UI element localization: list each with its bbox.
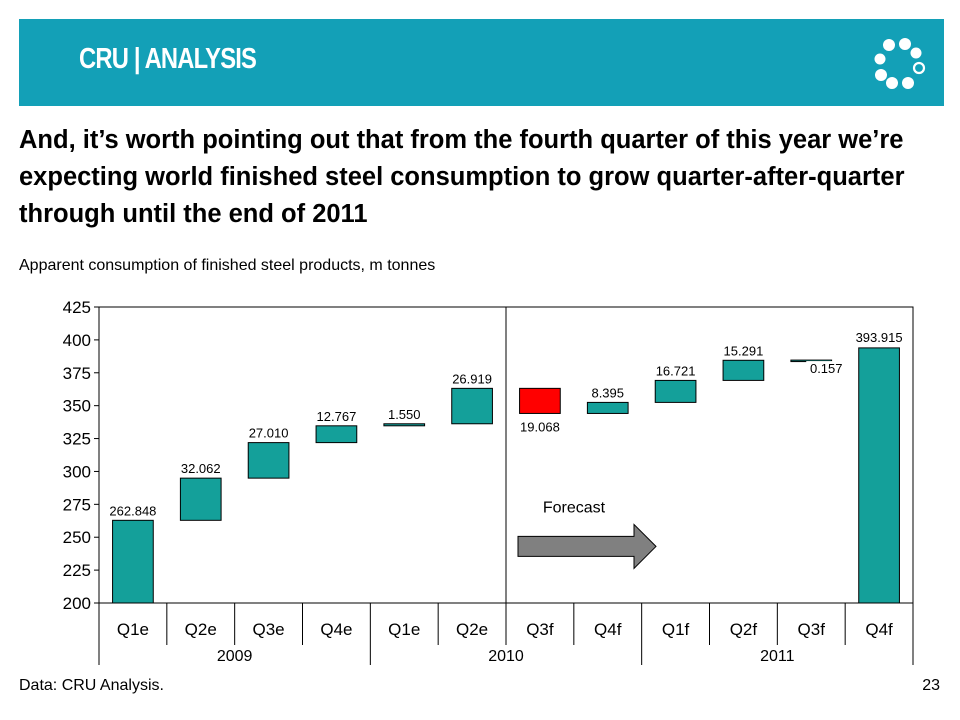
page-number: 23 [922,677,940,694]
data-label: 27.010 [249,426,289,441]
bar-q3f-6 [519,387,561,414]
x-tick-label: Q1e [388,620,420,639]
bar-q4f-11 [858,347,900,604]
data-label: 8.395 [591,385,624,400]
y-tick-label: 350 [63,397,91,416]
data-label-bg [448,371,496,387]
data-label-bg [851,329,907,345]
x-tick-label: Q1f [662,620,690,639]
x-tick-label: Q1e [117,620,149,639]
data-label-bg [244,425,293,441]
y-tick-label: 275 [63,495,91,514]
data-label-bg [651,363,700,379]
headline: And, it’s worth pointing out that from t… [19,126,905,228]
x-tick-label: Q3f [526,620,554,639]
bar-q2f-9 [722,359,765,381]
chart-subtitle: Apparent consumption of finished steel p… [19,257,436,274]
bar-q4e-3 [315,425,358,444]
year-label: 2010 [488,648,524,665]
x-tick-label: Q4f [594,620,622,639]
data-label: 12.767 [317,409,357,424]
data-label: 32.062 [181,461,221,476]
year-label: 2011 [760,648,795,665]
data-label-bg [806,361,847,377]
bar-q3e-2 [247,442,290,479]
data-label: 0.157 [810,361,843,376]
x-tick-label: Q3f [798,620,826,639]
data-label-bg [177,461,225,477]
y-tick-label: 400 [63,331,91,350]
x-tick-label: Q2f [730,620,758,639]
x-tick-label: Q2e [456,620,488,639]
data-label-bg [312,408,361,424]
forecast-label: Forecast [543,499,606,516]
data-label-bg [719,343,768,359]
data-label: 15.291 [724,343,764,358]
data-label-bg [105,503,161,519]
x-tick-label: Q2e [185,620,217,639]
y-tick-label: 375 [63,364,91,383]
data-label: 16.721 [656,363,696,378]
x-tick-label: Q3e [253,620,285,639]
y-tick-label: 225 [63,561,91,580]
bar-q4f-7 [586,401,629,414]
brand-logo-text: CRU | ANALYSIS [79,43,257,75]
forecast-arrow-icon [517,523,657,570]
y-tick-label: 250 [63,528,91,547]
bar-q2e-1 [179,477,222,521]
source-note: Data: CRU Analysis. [19,677,164,694]
data-label: 393.915 [856,330,903,345]
year-label: 2009 [217,648,253,665]
bar-q2e-5 [451,387,493,425]
data-label-bg [516,419,564,435]
bar-q1e-4 [383,423,426,427]
data-label: 1.550 [388,407,421,422]
y-tick-label: 200 [63,594,91,613]
data-label-bg [384,406,425,422]
bar-q1e-0 [112,519,154,604]
y-tick-label: 300 [63,462,91,481]
y-tick-label: 425 [63,298,91,317]
data-label: 26.919 [452,371,492,386]
bar-q1f-8 [654,379,697,403]
data-label-bg [587,385,628,401]
data-label: 262.848 [109,503,156,518]
x-tick-label: Q4f [865,620,893,639]
data-label: 19.068 [520,419,560,434]
cru-logo-icon [874,38,926,89]
y-tick-label: 325 [63,430,91,449]
x-tick-label: Q4e [320,620,352,639]
header-banner: CRU | ANALYSIS [19,19,944,106]
